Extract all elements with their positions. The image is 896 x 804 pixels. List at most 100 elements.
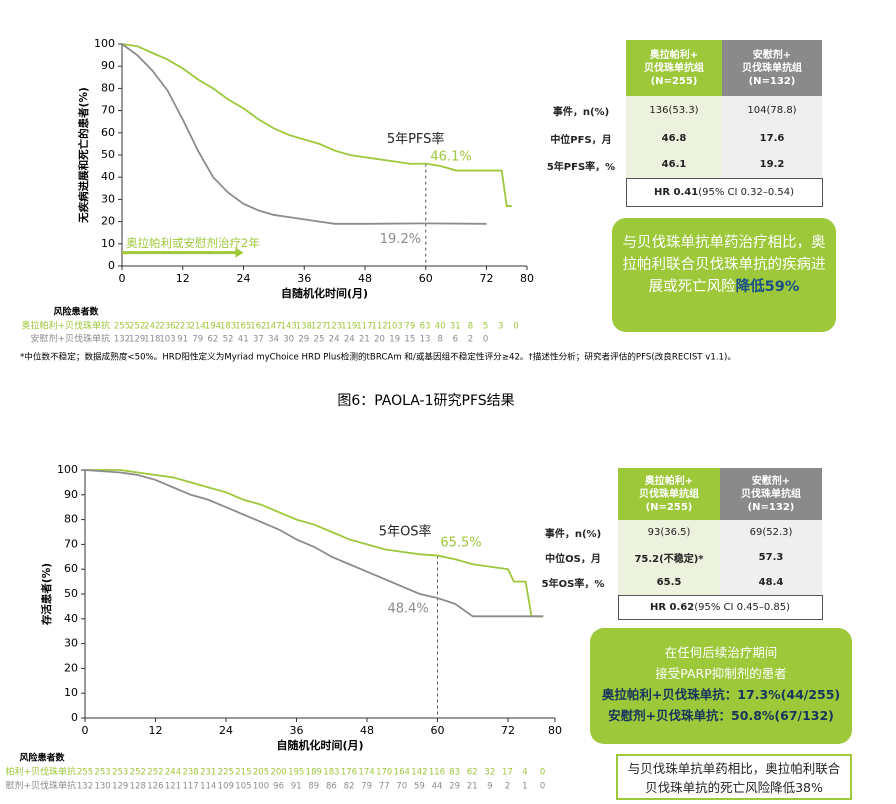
y-tick-label: 70	[64, 537, 78, 550]
at-risk-count: 0	[540, 768, 545, 778]
conclusion-box: 与贝伐珠单抗单药相比，奥拉帕利联合贝伐珠单抗的死亡风险降低38%	[616, 754, 852, 800]
at-risk-count: 32	[484, 768, 495, 778]
at-risk-count: 231	[200, 768, 216, 778]
at-risk-count: 1	[522, 782, 527, 792]
at-risk-count: 29	[298, 335, 309, 345]
at-risk-count: 238	[182, 768, 198, 778]
at-risk-count: 112	[371, 322, 387, 332]
at-risk-count: 86	[326, 782, 337, 792]
y-tick-label: 70	[101, 104, 115, 117]
x-tick-label: 48	[358, 272, 372, 285]
at-risk-count: 9	[487, 782, 492, 792]
at-risk-count: 194	[205, 322, 221, 332]
row-label: 事件，n(%)	[544, 529, 602, 540]
header-text: 贝伐珠单抗组	[742, 62, 802, 74]
pfs-table: 奥拉帕利+ 贝伐珠单抗组 (N=255) 安慰剂+ 贝伐珠单抗组 (N=132) 事件，…	[536, 40, 823, 207]
y-tick-label: 50	[101, 148, 115, 161]
at-risk-count: 24	[329, 335, 340, 345]
x-tick-label: 72	[501, 724, 515, 737]
at-risk-count: 34	[268, 335, 279, 345]
at-risk-count: 21	[359, 335, 370, 345]
at-risk-count: 223	[174, 322, 190, 332]
at-risk-count: 79	[404, 322, 415, 332]
at-risk-count: 82	[344, 782, 355, 792]
at-risk-count: 15	[404, 335, 415, 345]
conclusion-text: 与贝伐珠单抗单药相比，奥拉帕利联合贝伐珠单抗的死亡风险降低38%	[627, 761, 841, 795]
header-cell: 奥拉帕利+ 贝伐珠单抗组 (N=255)	[626, 40, 722, 96]
header-cell: 安慰剂+ 贝伐珠单抗组 (N=132)	[720, 468, 822, 520]
at-risk-count: 96	[273, 782, 284, 792]
at-risk-count: 83	[449, 768, 460, 778]
cell: 65.5	[618, 570, 720, 595]
at-risk-title: 风险患者数	[53, 306, 99, 318]
y-tick-label: 0	[108, 259, 115, 272]
at-risk-count: 132	[77, 782, 93, 792]
y-axis-label: 无疾病进展和死亡的患者(%)	[77, 87, 90, 224]
at-risk-count: 189	[306, 768, 322, 778]
y-tick-label: 30	[101, 192, 115, 205]
x-axis-label: 自随机化时间(月)	[276, 738, 363, 752]
at-risk-count: 130	[94, 782, 110, 792]
at-risk-count: 252	[129, 322, 145, 332]
at-risk-count: 119	[341, 322, 357, 332]
x-tick-label: 36	[290, 724, 304, 737]
at-risk-count: 5	[483, 322, 488, 332]
at-risk-count: 41	[238, 335, 249, 345]
at-risk-count: 147	[265, 322, 281, 332]
header-text: 安慰剂+	[751, 475, 791, 487]
at-risk-count: 118	[144, 335, 160, 345]
at-risk-count: 8	[437, 335, 442, 345]
row-label: 5年PFS率，%	[546, 161, 616, 173]
callout: 与贝伐珠单抗单药治疗相比，奥拉帕利联合贝伐珠单抗的疾病进展或死亡风险降低59%	[612, 218, 836, 332]
at-risk-count: 105	[235, 782, 251, 792]
callout-text: 与贝伐珠单抗单药治疗相比，奥拉帕利联合贝伐珠单抗的疾病进展或死亡风险	[622, 235, 826, 295]
y-tick-label: 90	[64, 488, 78, 501]
at-risk-count: 17	[502, 768, 513, 778]
at-risk-count: 40	[435, 322, 446, 332]
at-risk-count: 129	[129, 335, 145, 345]
y-tick-label: 80	[64, 513, 78, 526]
x-tick-label: 36	[297, 272, 311, 285]
at-risk-count: 225	[218, 768, 234, 778]
at-risk-count: 100	[253, 782, 269, 792]
at-risk-count: 164	[394, 768, 410, 778]
at-risk-count: 253	[94, 768, 110, 778]
at-risk-count: 253	[112, 768, 128, 778]
header-text: 贝伐珠单抗组	[639, 488, 699, 500]
at-risk-count: 138	[296, 322, 312, 332]
at-risk-count: 195	[288, 768, 304, 778]
at-risk-count: 37	[253, 335, 264, 345]
cell: 57.3	[720, 545, 822, 570]
at-risk-count: 242	[144, 322, 160, 332]
callout-line: 奥拉帕利+贝伐珠单抗：17.3%(44/255)	[601, 687, 841, 702]
y-tick-label: 10	[64, 686, 78, 699]
cell: 93(36.5)	[618, 520, 720, 545]
survival-curve	[85, 469, 544, 618]
row-label: 中位OS，月	[545, 554, 601, 565]
survival-curve	[121, 43, 487, 225]
hr-ci: (95% CI 0.32–0.54)	[698, 186, 795, 198]
at-risk-count: 127	[311, 322, 327, 332]
at-risk-count: 62	[207, 335, 218, 345]
header-text: (N=132)	[748, 75, 796, 87]
x-tick-label: 60	[419, 272, 433, 285]
row-label: 中位PFS，月	[550, 134, 612, 146]
at-risk-count: 165	[235, 322, 251, 332]
row-label: 5年OS率，%	[541, 579, 605, 590]
callout: 在任何后续治疗期间 接受PARP抑制剂的患者 奥拉帕利+贝伐珠单抗：17.3%(…	[590, 628, 852, 744]
x-tick-label: 72	[480, 272, 494, 285]
at-risk-label: 慰剂+贝伐珠单抗	[5, 780, 76, 792]
at-risk-count: 70	[396, 782, 407, 792]
y-tick-label: 20	[64, 661, 78, 674]
y-tick-label: 10	[101, 237, 115, 250]
cell: 104(78.8)	[722, 96, 822, 124]
at-risk-count: 29	[449, 782, 460, 792]
header-text: 安慰剂+	[752, 49, 792, 61]
x-tick-label: 80	[548, 724, 562, 737]
x-tick-label: 24	[219, 724, 233, 737]
at-risk-count: 6	[453, 335, 458, 345]
at-risk-label: 帕利+贝伐珠单抗	[5, 766, 76, 778]
at-risk-count: 103	[387, 322, 403, 332]
y-tick-label: 20	[101, 215, 115, 228]
